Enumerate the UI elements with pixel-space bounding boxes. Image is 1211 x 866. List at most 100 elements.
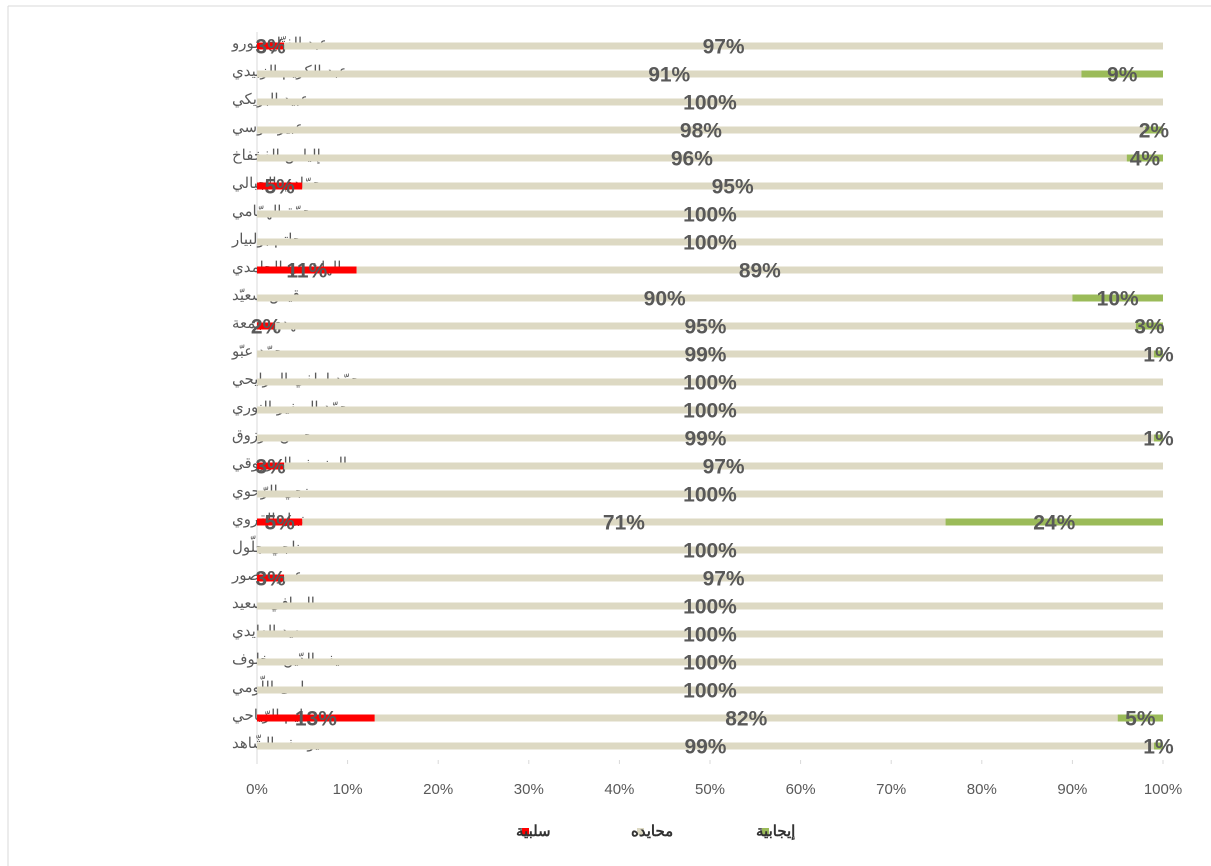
bar-segment — [302, 182, 1163, 190]
data-label: 99% — [684, 736, 726, 759]
data-label: 5% — [264, 176, 295, 199]
data-label: 11% — [286, 260, 327, 283]
data-label: 2% — [251, 316, 282, 339]
bar-segment — [1144, 126, 1163, 134]
data-label: 99% — [684, 428, 726, 451]
bar-segment — [257, 98, 1163, 106]
bar-segment — [356, 266, 1163, 274]
data-label: 97% — [703, 36, 745, 59]
legend-swatch — [762, 828, 769, 835]
data-label: 97% — [703, 568, 745, 591]
data-label: 100% — [683, 204, 737, 227]
data-label: 100% — [683, 372, 737, 395]
bar-segment — [257, 182, 303, 190]
bar-segment — [257, 518, 303, 526]
data-label: 91% — [648, 64, 690, 87]
data-label: 100% — [683, 680, 737, 703]
data-label: 95% — [684, 316, 726, 339]
bar-segment — [257, 210, 1163, 218]
data-label: 82% — [725, 708, 767, 731]
data-label: 5% — [264, 512, 295, 535]
x-tick-label: 10% — [333, 781, 363, 798]
bar-segment — [257, 406, 1163, 414]
data-label: 100% — [683, 92, 737, 115]
data-label: 100% — [683, 484, 737, 507]
bar-segment — [1072, 294, 1163, 302]
bar-segment — [1126, 154, 1163, 162]
data-label: 4% — [1130, 148, 1161, 171]
data-label: 100% — [683, 540, 737, 563]
bar-segment — [257, 42, 285, 50]
bar-segment — [257, 574, 285, 582]
data-label: 3% — [1134, 316, 1165, 339]
bar-segment — [1081, 70, 1163, 78]
bar-segment — [257, 490, 1163, 498]
bar-segment — [945, 518, 1163, 526]
bar-segment — [257, 322, 276, 330]
data-label: 99% — [684, 344, 726, 367]
bar-segment — [1135, 322, 1163, 330]
legend-label: إيجابية — [756, 823, 795, 840]
x-tick-label: 100% — [1144, 781, 1182, 798]
data-label: 90% — [644, 288, 686, 311]
bar-segment — [257, 546, 1163, 554]
bar-segment — [257, 658, 1163, 666]
data-label: 3% — [255, 568, 286, 591]
bar-segment — [1153, 434, 1163, 442]
data-label: 9% — [1107, 64, 1138, 87]
data-label: 100% — [683, 652, 737, 675]
data-label: 100% — [683, 400, 737, 423]
bar-segment — [302, 518, 946, 526]
legend-swatch — [637, 828, 644, 835]
bar-segment — [284, 42, 1163, 50]
bar-segment — [257, 266, 357, 274]
x-tick-label: 60% — [786, 781, 816, 798]
x-tick-label: 50% — [695, 781, 725, 798]
data-label: 13% — [295, 708, 337, 731]
data-label: 1% — [1143, 736, 1174, 759]
bar-segment — [1153, 742, 1163, 750]
legend-label: سلبية — [516, 823, 551, 840]
data-label: 3% — [255, 36, 286, 59]
data-label: 2% — [1139, 120, 1170, 143]
bar-segment — [284, 574, 1163, 582]
data-label: 96% — [671, 148, 713, 171]
bar-segment — [257, 126, 1145, 134]
x-tick-label: 70% — [876, 781, 906, 798]
bar-segment — [257, 630, 1163, 638]
x-tick-label: 30% — [514, 781, 544, 798]
bar-segment — [1153, 350, 1163, 358]
data-label: 100% — [683, 232, 737, 255]
data-label: 24% — [1033, 512, 1075, 535]
bar-segment — [257, 238, 1163, 246]
data-label: 10% — [1097, 288, 1139, 311]
bar-segment — [257, 434, 1154, 442]
data-label: 1% — [1143, 428, 1174, 451]
x-tick-label: 0% — [246, 781, 268, 798]
legend-swatch — [522, 828, 529, 835]
bar-segment — [257, 70, 1082, 78]
x-tick-label: 20% — [423, 781, 453, 798]
bar-segment — [257, 714, 375, 722]
data-label: 1% — [1143, 344, 1174, 367]
x-tick-label: 80% — [967, 781, 997, 798]
data-label: 3% — [255, 456, 286, 479]
bar-segment — [257, 294, 1073, 302]
data-label: 5% — [1125, 708, 1156, 731]
data-label: 100% — [683, 596, 737, 619]
x-tick-label: 90% — [1057, 781, 1087, 798]
bar-segment — [257, 350, 1154, 358]
bar-segment — [257, 602, 1163, 610]
bar-segment — [1117, 714, 1163, 722]
x-tick-label: 40% — [604, 781, 634, 798]
legend-label: محايده — [631, 823, 673, 840]
data-label: 97% — [703, 456, 745, 479]
bar-segment — [284, 462, 1163, 470]
data-label: 98% — [680, 120, 722, 143]
bar-segment — [257, 154, 1127, 162]
bar-segment — [275, 322, 1136, 330]
data-label: 95% — [712, 176, 754, 199]
data-label: 89% — [739, 260, 781, 283]
bar-segment — [257, 462, 285, 470]
